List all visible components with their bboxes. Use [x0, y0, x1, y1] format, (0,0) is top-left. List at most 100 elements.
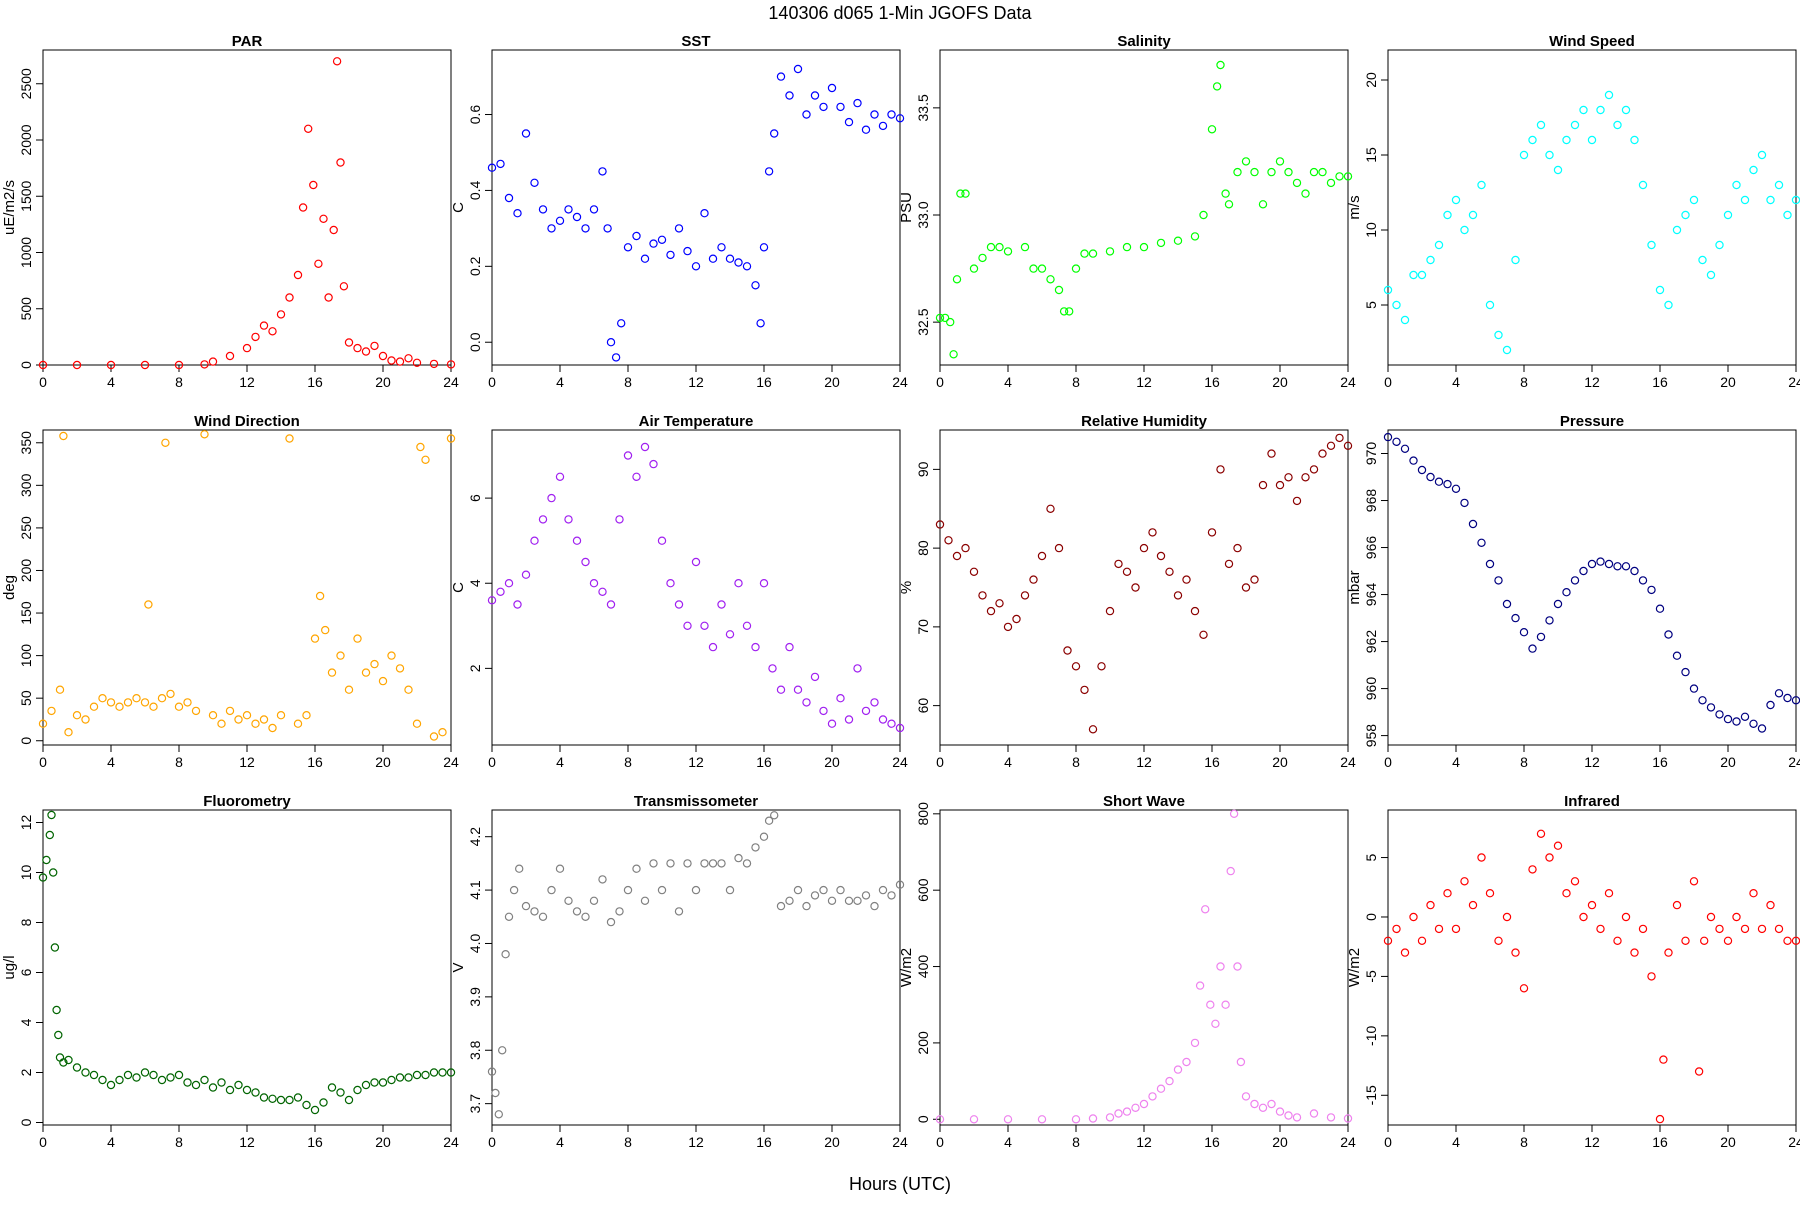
data-point — [1689, 195, 1699, 205]
panel-sst: SST C 0 4 8 12 16 20 24 0.0 0.2 0.4 0.6 — [450, 33, 908, 390]
data-point — [1173, 236, 1183, 245]
data-point — [314, 259, 323, 268]
data-point — [1715, 710, 1724, 719]
data-point — [768, 664, 777, 673]
y-tick-label: 3.9 — [467, 987, 483, 1007]
y-tick-label: 0 — [18, 737, 34, 745]
data-point — [1029, 575, 1038, 584]
points-par — [38, 57, 456, 370]
data-point — [555, 864, 565, 873]
points-salinity — [935, 60, 1353, 359]
y-tick-label: 0 — [915, 1115, 931, 1123]
data-point — [259, 1093, 269, 1102]
data-point — [649, 459, 658, 469]
data-point — [1749, 889, 1758, 898]
data-point — [496, 587, 505, 597]
data-point — [708, 859, 718, 868]
data-point — [1284, 167, 1293, 177]
data-point — [581, 224, 590, 233]
data-point — [853, 896, 862, 906]
data-point — [378, 676, 388, 686]
data-point — [1139, 242, 1149, 252]
data-point — [1199, 210, 1208, 220]
data-point — [1037, 1115, 1047, 1124]
data-point — [717, 859, 726, 868]
data-point — [319, 1098, 328, 1107]
data-point — [1587, 559, 1597, 569]
data-point — [995, 599, 1004, 608]
y-tick-label: 968 — [1363, 489, 1379, 513]
y-tick-label: 0 — [18, 1118, 34, 1126]
data-point — [836, 102, 845, 112]
x-tick-label: 12 — [1584, 754, 1600, 770]
panel-title: Transmissometer — [634, 793, 758, 810]
data-point — [1621, 562, 1631, 571]
y-axis-label: C — [450, 582, 467, 593]
y-axis-label: W/m2 — [1346, 948, 1363, 987]
data-point — [1400, 315, 1410, 325]
data-point — [844, 896, 854, 906]
data-point — [1400, 444, 1410, 453]
data-point — [1681, 667, 1690, 677]
x-tick-label: 12 — [239, 374, 255, 390]
x-tick-label: 0 — [936, 1134, 944, 1150]
data-point — [161, 438, 170, 447]
data-point — [940, 313, 950, 323]
data-point — [1706, 912, 1716, 922]
data-point — [429, 1068, 439, 1077]
data-point — [225, 351, 235, 361]
x-tick-label: 16 — [756, 754, 772, 770]
data-point — [1774, 924, 1784, 934]
x-axis-label: Hours (UTC) — [849, 1174, 951, 1194]
y-axis-label: W/m2 — [898, 948, 915, 987]
x-tick-label: 24 — [892, 754, 908, 770]
x-tick-label: 16 — [1204, 754, 1220, 770]
data-point — [878, 121, 888, 131]
data-point — [819, 885, 828, 895]
data-point — [640, 896, 650, 906]
y-tick-label: 500 — [18, 297, 34, 321]
x-tick-label: 0 — [1384, 374, 1392, 390]
x-tick-label: 20 — [375, 1134, 391, 1150]
data-point — [1284, 473, 1293, 482]
data-point — [734, 853, 743, 863]
data-point — [336, 1088, 345, 1097]
data-point — [1477, 180, 1486, 190]
data-point — [1148, 1092, 1157, 1101]
data-point — [1122, 1107, 1132, 1116]
data-point — [1190, 1038, 1200, 1048]
data-point — [1139, 543, 1149, 553]
y-tick-label: -5 — [1363, 970, 1379, 983]
data-point — [268, 723, 277, 733]
x-tick-label: 24 — [443, 374, 459, 390]
data-point — [132, 1073, 141, 1082]
y-tick-label: 0.6 — [467, 105, 483, 125]
panel-salinity: Salinity PSU 0 4 8 12 16 20 24 32.5 33.0 33.5 — [898, 33, 1356, 390]
x-tick-label: 16 — [1652, 754, 1668, 770]
data-point — [89, 1070, 99, 1080]
data-point — [1267, 167, 1276, 177]
data-point — [327, 668, 337, 677]
y-tick-label: 0.4 — [467, 180, 483, 200]
data-point — [564, 515, 573, 524]
data-point — [1468, 519, 1478, 529]
data-point — [1723, 936, 1733, 946]
data-point — [504, 912, 514, 922]
data-point — [1182, 1057, 1191, 1067]
data-point — [1156, 238, 1166, 248]
x-tick-label: 4 — [556, 1134, 564, 1150]
data-point — [1740, 924, 1750, 934]
x-tick-label: 24 — [1340, 1134, 1356, 1150]
data-point — [861, 125, 871, 134]
figure-title: 140306 d065 1-Min JGOFS Data — [768, 3, 1032, 23]
data-point — [564, 205, 573, 214]
data-point — [827, 83, 837, 93]
y-tick-label: 250 — [18, 516, 34, 540]
data-point — [1757, 924, 1767, 934]
data-point — [1409, 270, 1418, 280]
data-point — [649, 239, 658, 248]
data-point — [844, 117, 854, 127]
data-point — [59, 1058, 68, 1067]
data-point — [504, 193, 514, 203]
